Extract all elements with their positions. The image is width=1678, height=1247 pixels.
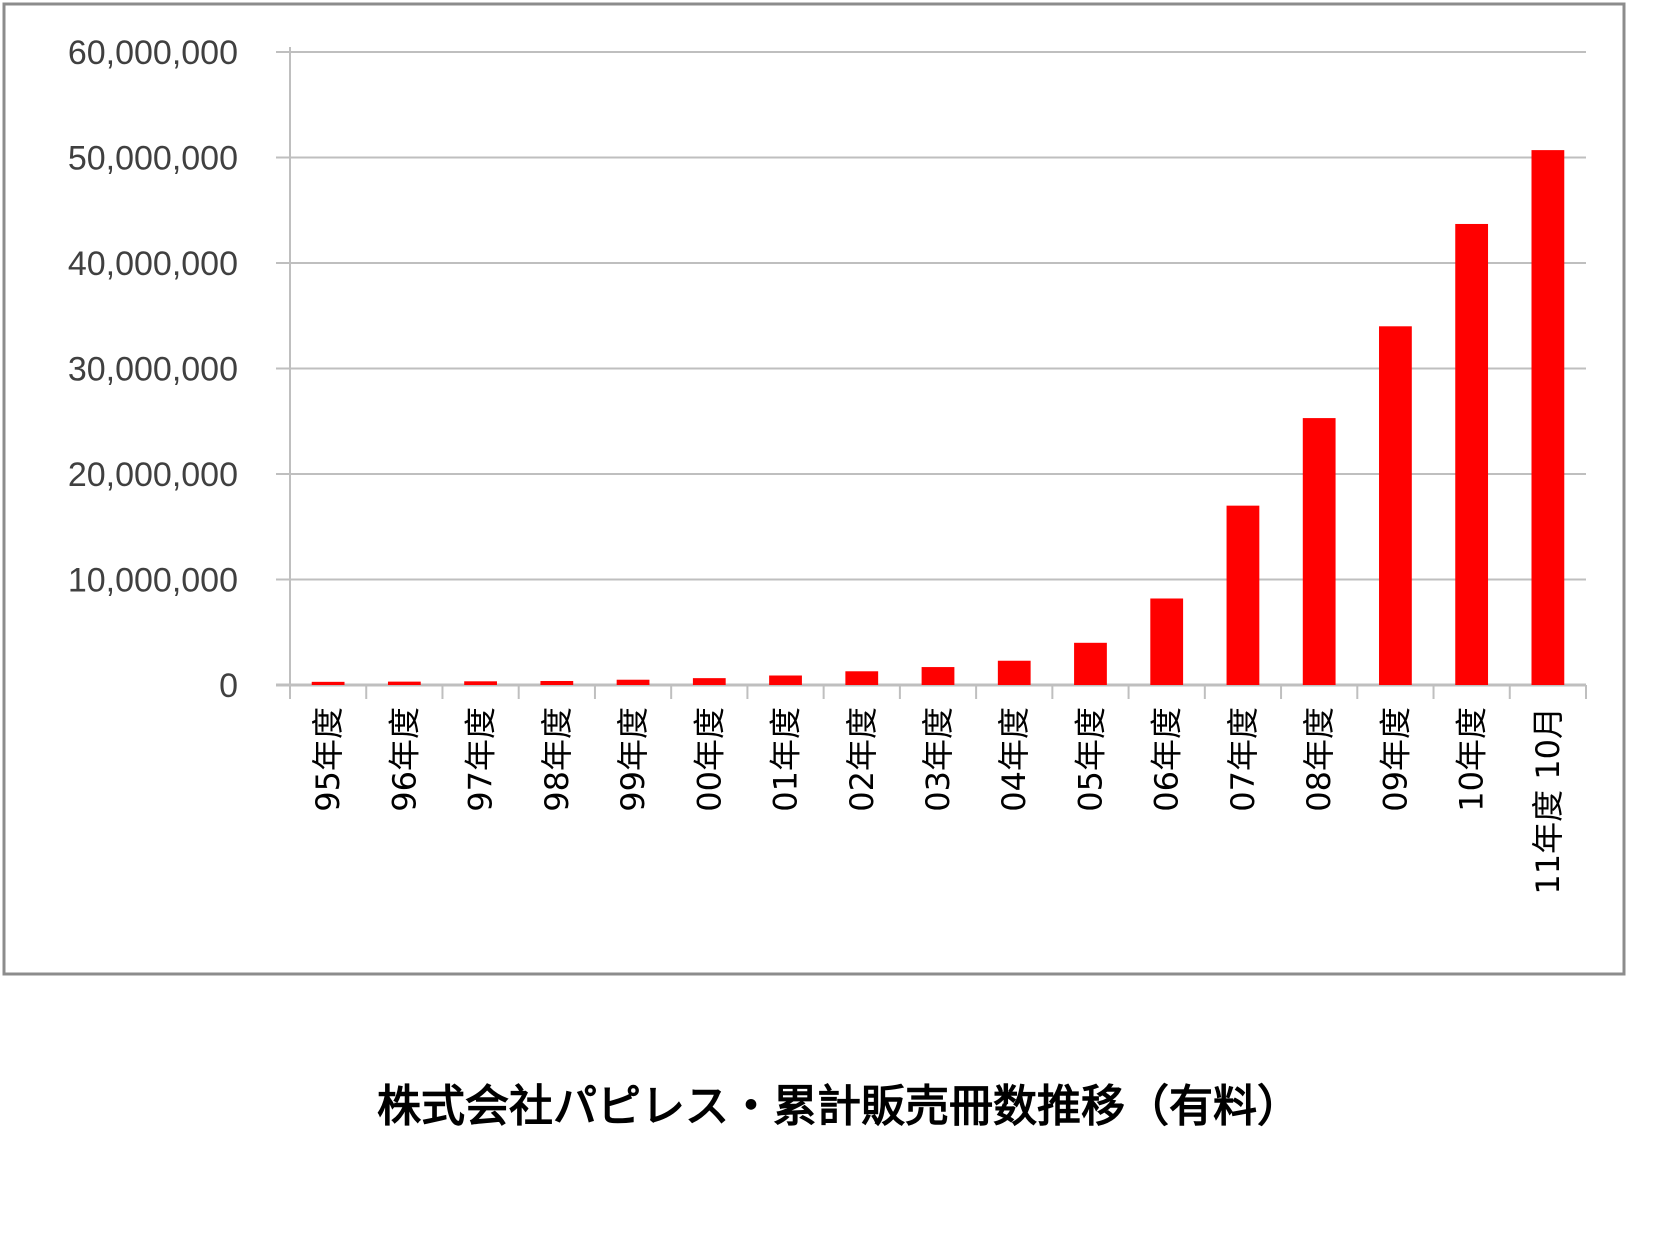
bar	[1226, 505, 1260, 685]
gridlines	[276, 51, 1586, 581]
bar	[616, 679, 650, 685]
bar	[769, 675, 802, 685]
chart-caption: 株式会社パピレス・累計販売冊数推移（有料）	[377, 1081, 1301, 1132]
x-tick-label: 00年度	[690, 707, 728, 812]
chart-border	[2, 2, 1626, 976]
x-tick-label: 95年度	[309, 707, 347, 812]
bar	[1150, 598, 1184, 685]
bar	[311, 681, 345, 685]
bar	[1455, 223, 1489, 685]
y-tick-label: 10,000,000	[68, 562, 238, 600]
x-tick-label: 06年度	[1148, 707, 1186, 812]
x-tick-label: 09年度	[1376, 707, 1414, 812]
y-tick-label: 30,000,000	[68, 351, 238, 389]
x-tick-label: 01年度	[767, 707, 805, 812]
x-tick-label: 10年度	[1453, 707, 1491, 812]
x-tick-label: 96年度	[385, 707, 423, 812]
bar	[1302, 418, 1336, 685]
bar	[845, 671, 879, 685]
y-tick-label: 60,000,000	[68, 34, 238, 72]
y-axis-ticks: 0 10,000,000 20,000,000 30,000,000 40,000,00…	[68, 34, 238, 705]
x-tick-label: 99年度	[614, 707, 652, 812]
x-tick-label: 02年度	[843, 707, 881, 812]
x-tick-label: 05年度	[1071, 707, 1109, 812]
bar	[1379, 326, 1412, 685]
y-tick-label: 20,000,000	[68, 456, 238, 494]
x-tick-label: 11年度 10月	[1529, 707, 1567, 895]
bar	[464, 681, 497, 685]
x-tick-label: 08年度	[1300, 707, 1338, 812]
chart: 0 10,000,000 20,000,000 30,000,000 40,000,00…	[2, 2, 1626, 976]
bar	[1074, 642, 1107, 685]
x-tick-label: 04年度	[995, 707, 1033, 812]
x-tick-label: 07年度	[1224, 707, 1262, 812]
bar	[540, 680, 574, 685]
bar	[997, 660, 1031, 685]
x-axis-ticks: 95年度 96年度 97年度 98年度 99年度 00年度 01年度 02年度 03年度 04年度…	[309, 707, 1567, 895]
y-tick-label: 0	[219, 667, 238, 705]
bars	[311, 150, 1565, 686]
y-tick-label: 40,000,000	[68, 245, 238, 283]
x-tick-label: 03年度	[919, 707, 957, 812]
bar	[692, 678, 726, 685]
bar	[387, 681, 421, 685]
y-tick-label: 50,000,000	[68, 140, 238, 178]
bar	[921, 667, 955, 685]
x-tick-label: 97年度	[462, 707, 500, 812]
x-tick-label: 98年度	[538, 707, 576, 812]
bar	[1531, 150, 1565, 686]
